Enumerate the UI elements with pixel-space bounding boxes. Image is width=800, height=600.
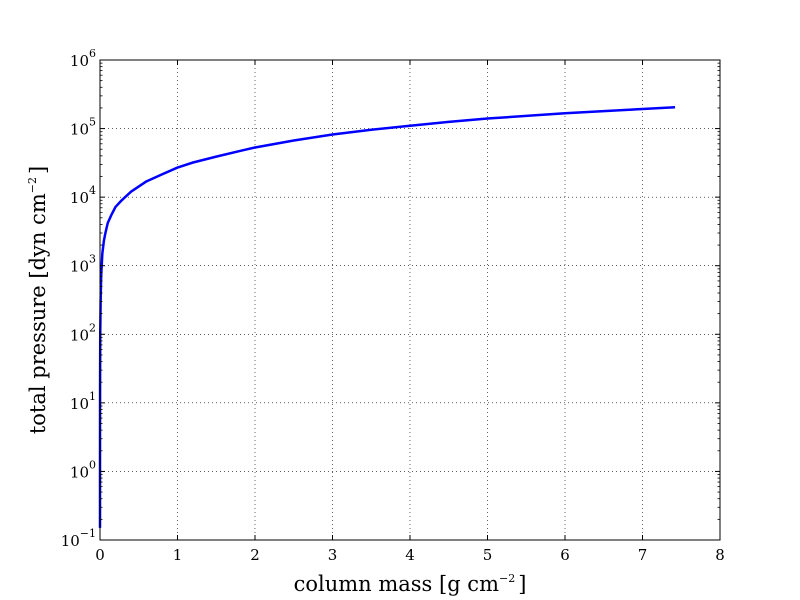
y-tick-label: 100 xyxy=(70,458,96,481)
y-tick-label: 104 xyxy=(70,184,96,207)
x-tick-label: 7 xyxy=(638,546,648,564)
y-tick-label: 105 xyxy=(70,116,96,139)
y-tick-labels: 10−1 100 101 102 103 104 105 106 xyxy=(61,47,96,550)
y-tick-label: 101 xyxy=(70,390,96,413)
x-tick-label: 8 xyxy=(715,546,725,564)
x-tick-label: 2 xyxy=(250,546,260,564)
x-axis-label: column mass [g cm−2] xyxy=(294,572,527,596)
y-tick-label: 106 xyxy=(70,47,96,70)
y-axis-label: total pressure [dyn cm−2] xyxy=(26,166,50,434)
y-tick-label: 103 xyxy=(70,253,96,276)
x-tick-label: 0 xyxy=(95,546,105,564)
x-tick-labels: 0 1 2 3 4 5 6 7 8 xyxy=(95,546,725,564)
x-tick-label: 5 xyxy=(483,546,493,564)
x-tick-label: 4 xyxy=(405,546,415,564)
y-tick-label: 102 xyxy=(70,321,96,344)
x-tick-label: 3 xyxy=(328,546,338,564)
y-tick-label: 10−1 xyxy=(61,527,96,550)
x-tick-label: 6 xyxy=(560,546,570,564)
grid xyxy=(100,60,720,540)
plot-frame xyxy=(99,59,721,541)
x-tick-label: 1 xyxy=(173,546,183,564)
